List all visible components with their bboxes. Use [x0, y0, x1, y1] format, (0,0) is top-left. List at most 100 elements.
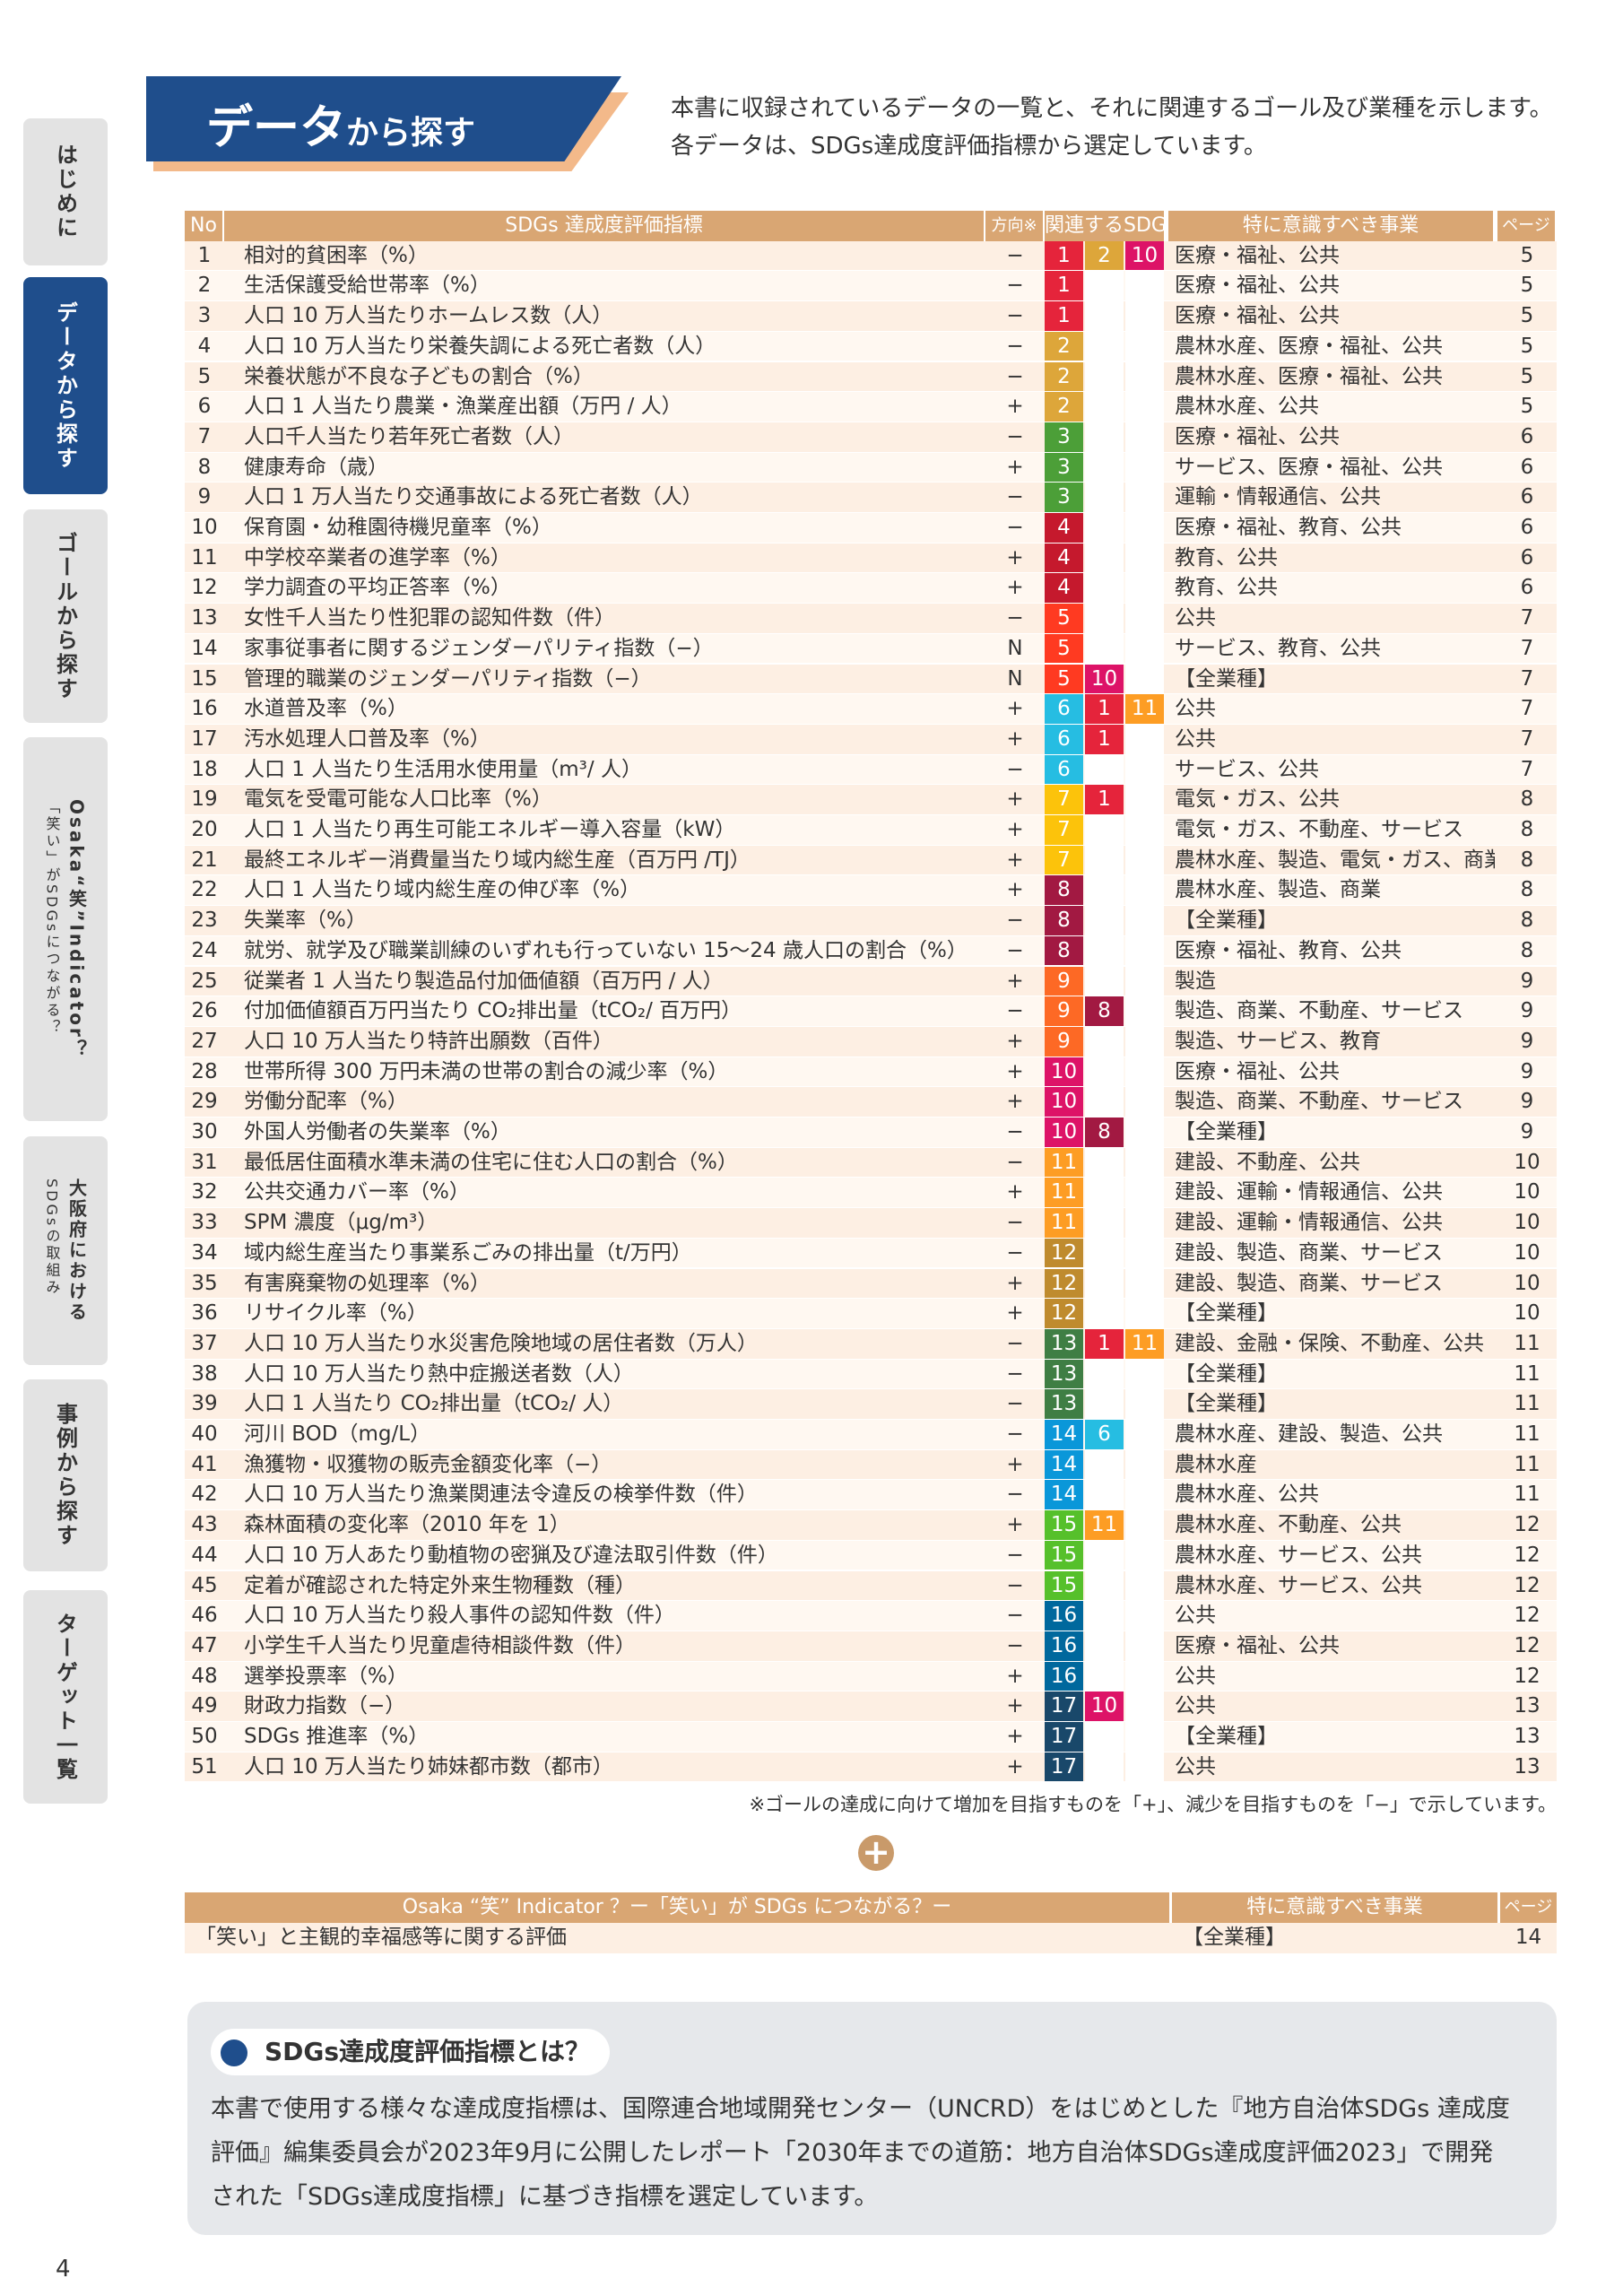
direction: +	[1006, 1754, 1024, 1779]
page-ref: 10	[1514, 1271, 1541, 1295]
extra-header: 特に意識すべき事業	[1172, 1892, 1497, 1923]
goal-slot	[1125, 604, 1164, 633]
goal-slot	[1125, 452, 1164, 483]
row-no: 50	[191, 1725, 218, 1748]
goal-slot	[1085, 361, 1124, 392]
row-bg	[185, 1722, 1557, 1752]
info-text: 評価』編集委員会が2023年9月に公開したレポート「2030年までの道筋：地方自…	[211, 2139, 1494, 2167]
page-ref: 12	[1514, 1543, 1541, 1567]
indicator: 労働分配率（%）	[244, 1090, 408, 1114]
extra-header: Osaka “笑” Indicator ？ー「笑い」が SDGs につながる？ー	[185, 1892, 1169, 1923]
business: 建設、運輸・情報通信、公共	[1175, 1211, 1443, 1235]
direction: −	[1006, 1331, 1024, 1355]
goal-slot	[1125, 875, 1164, 906]
direction: −	[1006, 606, 1024, 631]
page-ref: 10	[1514, 1211, 1541, 1235]
row-bg	[185, 604, 1557, 633]
page-ref: 8	[1520, 878, 1534, 902]
business: 農林水産、製造、商業	[1175, 878, 1381, 902]
plus-icon: +	[858, 1835, 894, 1871]
business: 公共	[1175, 606, 1216, 631]
sdg-goal: 1	[1085, 694, 1124, 724]
direction: +	[1006, 1029, 1024, 1053]
sdg-goal: 3	[1045, 483, 1083, 512]
side-tab[interactable]: ゴールから探す	[23, 509, 108, 723]
direction: −	[1006, 304, 1024, 328]
sdg-goal: 15	[1045, 1510, 1083, 1540]
indicator: 付加価値額百万円当たり CO₂排出量（tCO₂/ 百万円）	[244, 999, 742, 1023]
row-bg	[185, 1389, 1557, 1419]
sdg-goal: 12	[1045, 1299, 1083, 1328]
direction: −	[1006, 1483, 1024, 1507]
direction: −	[1006, 485, 1024, 509]
tab-text: データから探す	[52, 300, 78, 471]
sdg-goal: 4	[1045, 573, 1083, 604]
goal-slot	[1125, 1692, 1164, 1721]
page-ref: 6	[1520, 576, 1534, 600]
row-bg	[185, 1178, 1557, 1208]
sdg-goal: 5	[1045, 664, 1083, 694]
row-bg	[185, 1087, 1557, 1117]
row-bg	[185, 452, 1557, 483]
indicator: 人口 1 人当たり CO₂排出量（tCO₂/ 人）	[244, 1392, 624, 1416]
sdg-goal: 7	[1045, 845, 1083, 875]
row-no: 6	[197, 395, 212, 419]
direction: −	[1006, 1604, 1024, 1628]
goal-slot	[1085, 1722, 1124, 1752]
tab-text: 事例から探す	[52, 1403, 78, 1548]
tab-text: ターゲット一覧	[52, 1612, 78, 1782]
direction: −	[1006, 334, 1024, 358]
row-no: 25	[191, 969, 218, 993]
row-no: 1	[197, 243, 212, 267]
goal-slot	[1125, 1752, 1164, 1782]
indicator: 人口 10 万人当たり特許出願数（百件）	[244, 1029, 613, 1053]
side-tab[interactable]: 事例から探す	[23, 1379, 108, 1571]
business: 【全業種】	[1175, 666, 1278, 691]
side-tab[interactable]: 大阪府における SDGsの取組み	[23, 1136, 108, 1365]
sdg-goal: 11	[1045, 1178, 1083, 1208]
indicator: 生活保護受給世帯率（%）	[244, 274, 490, 298]
goal-slot	[1125, 1359, 1164, 1389]
page-ref: 7	[1520, 757, 1534, 781]
business: 建設、製造、商業、サービス	[1175, 1271, 1443, 1295]
row-no: 38	[191, 1361, 218, 1386]
row-no: 40	[191, 1422, 218, 1446]
goal-slot	[1085, 1268, 1124, 1299]
row-no: 35	[191, 1271, 218, 1295]
page-ref: 9	[1520, 1029, 1534, 1053]
business: 農林水産、サービス、公共	[1175, 1573, 1422, 1597]
business: 電気・ガス、不動産、サービス	[1175, 818, 1463, 841]
side-tab[interactable]: データから探す	[23, 277, 108, 494]
row-bg	[185, 422, 1557, 452]
row-no: 41	[191, 1452, 218, 1476]
side-tab[interactable]: はじめに	[23, 118, 108, 265]
goal-slot	[1085, 483, 1124, 512]
goal-slot	[1125, 301, 1164, 331]
direction: +	[1006, 1452, 1024, 1476]
goal-slot	[1085, 633, 1124, 664]
sdg-goal: 8	[1085, 996, 1124, 1026]
business: 運輸・情報通信、公共	[1175, 485, 1381, 509]
tab-label: データから探す	[50, 301, 82, 471]
direction: −	[1006, 364, 1024, 388]
goal-slot	[1125, 1389, 1164, 1419]
page-ref: 10	[1514, 1150, 1541, 1174]
business: 製造、商業、不動産、サービス	[1175, 1090, 1463, 1114]
indicator: 女性千人当たり性犯罪の認知件数（件）	[244, 606, 615, 631]
direction: +	[1006, 1271, 1024, 1295]
side-tab[interactable]: ターゲット一覧	[23, 1590, 108, 1804]
row-no: 47	[191, 1633, 218, 1657]
direction: +	[1006, 697, 1024, 721]
title-sub: から探す	[346, 115, 476, 152]
page-ref: 6	[1520, 455, 1534, 479]
sdg-goal: 2	[1045, 331, 1083, 361]
goal-slot	[1125, 815, 1164, 845]
goal-slot	[1125, 966, 1164, 996]
footnote: ※ゴールの達成に向けて増加を目指すものを「+」、減少を目指すものを「−」で示して…	[749, 1794, 1557, 1815]
row-bg	[185, 331, 1557, 361]
side-tab[interactable]: Osaka“笑”Indicator？ 「笑い」がSDGsにつながる？	[23, 737, 108, 1121]
row-bg	[185, 1147, 1557, 1178]
indicator: 域内総生産当たり事業系ごみの排出量（t/万円）	[244, 1240, 692, 1265]
business: 建設、不動産、公共	[1175, 1150, 1360, 1174]
business: 医療・福祉、公共	[1175, 424, 1340, 448]
